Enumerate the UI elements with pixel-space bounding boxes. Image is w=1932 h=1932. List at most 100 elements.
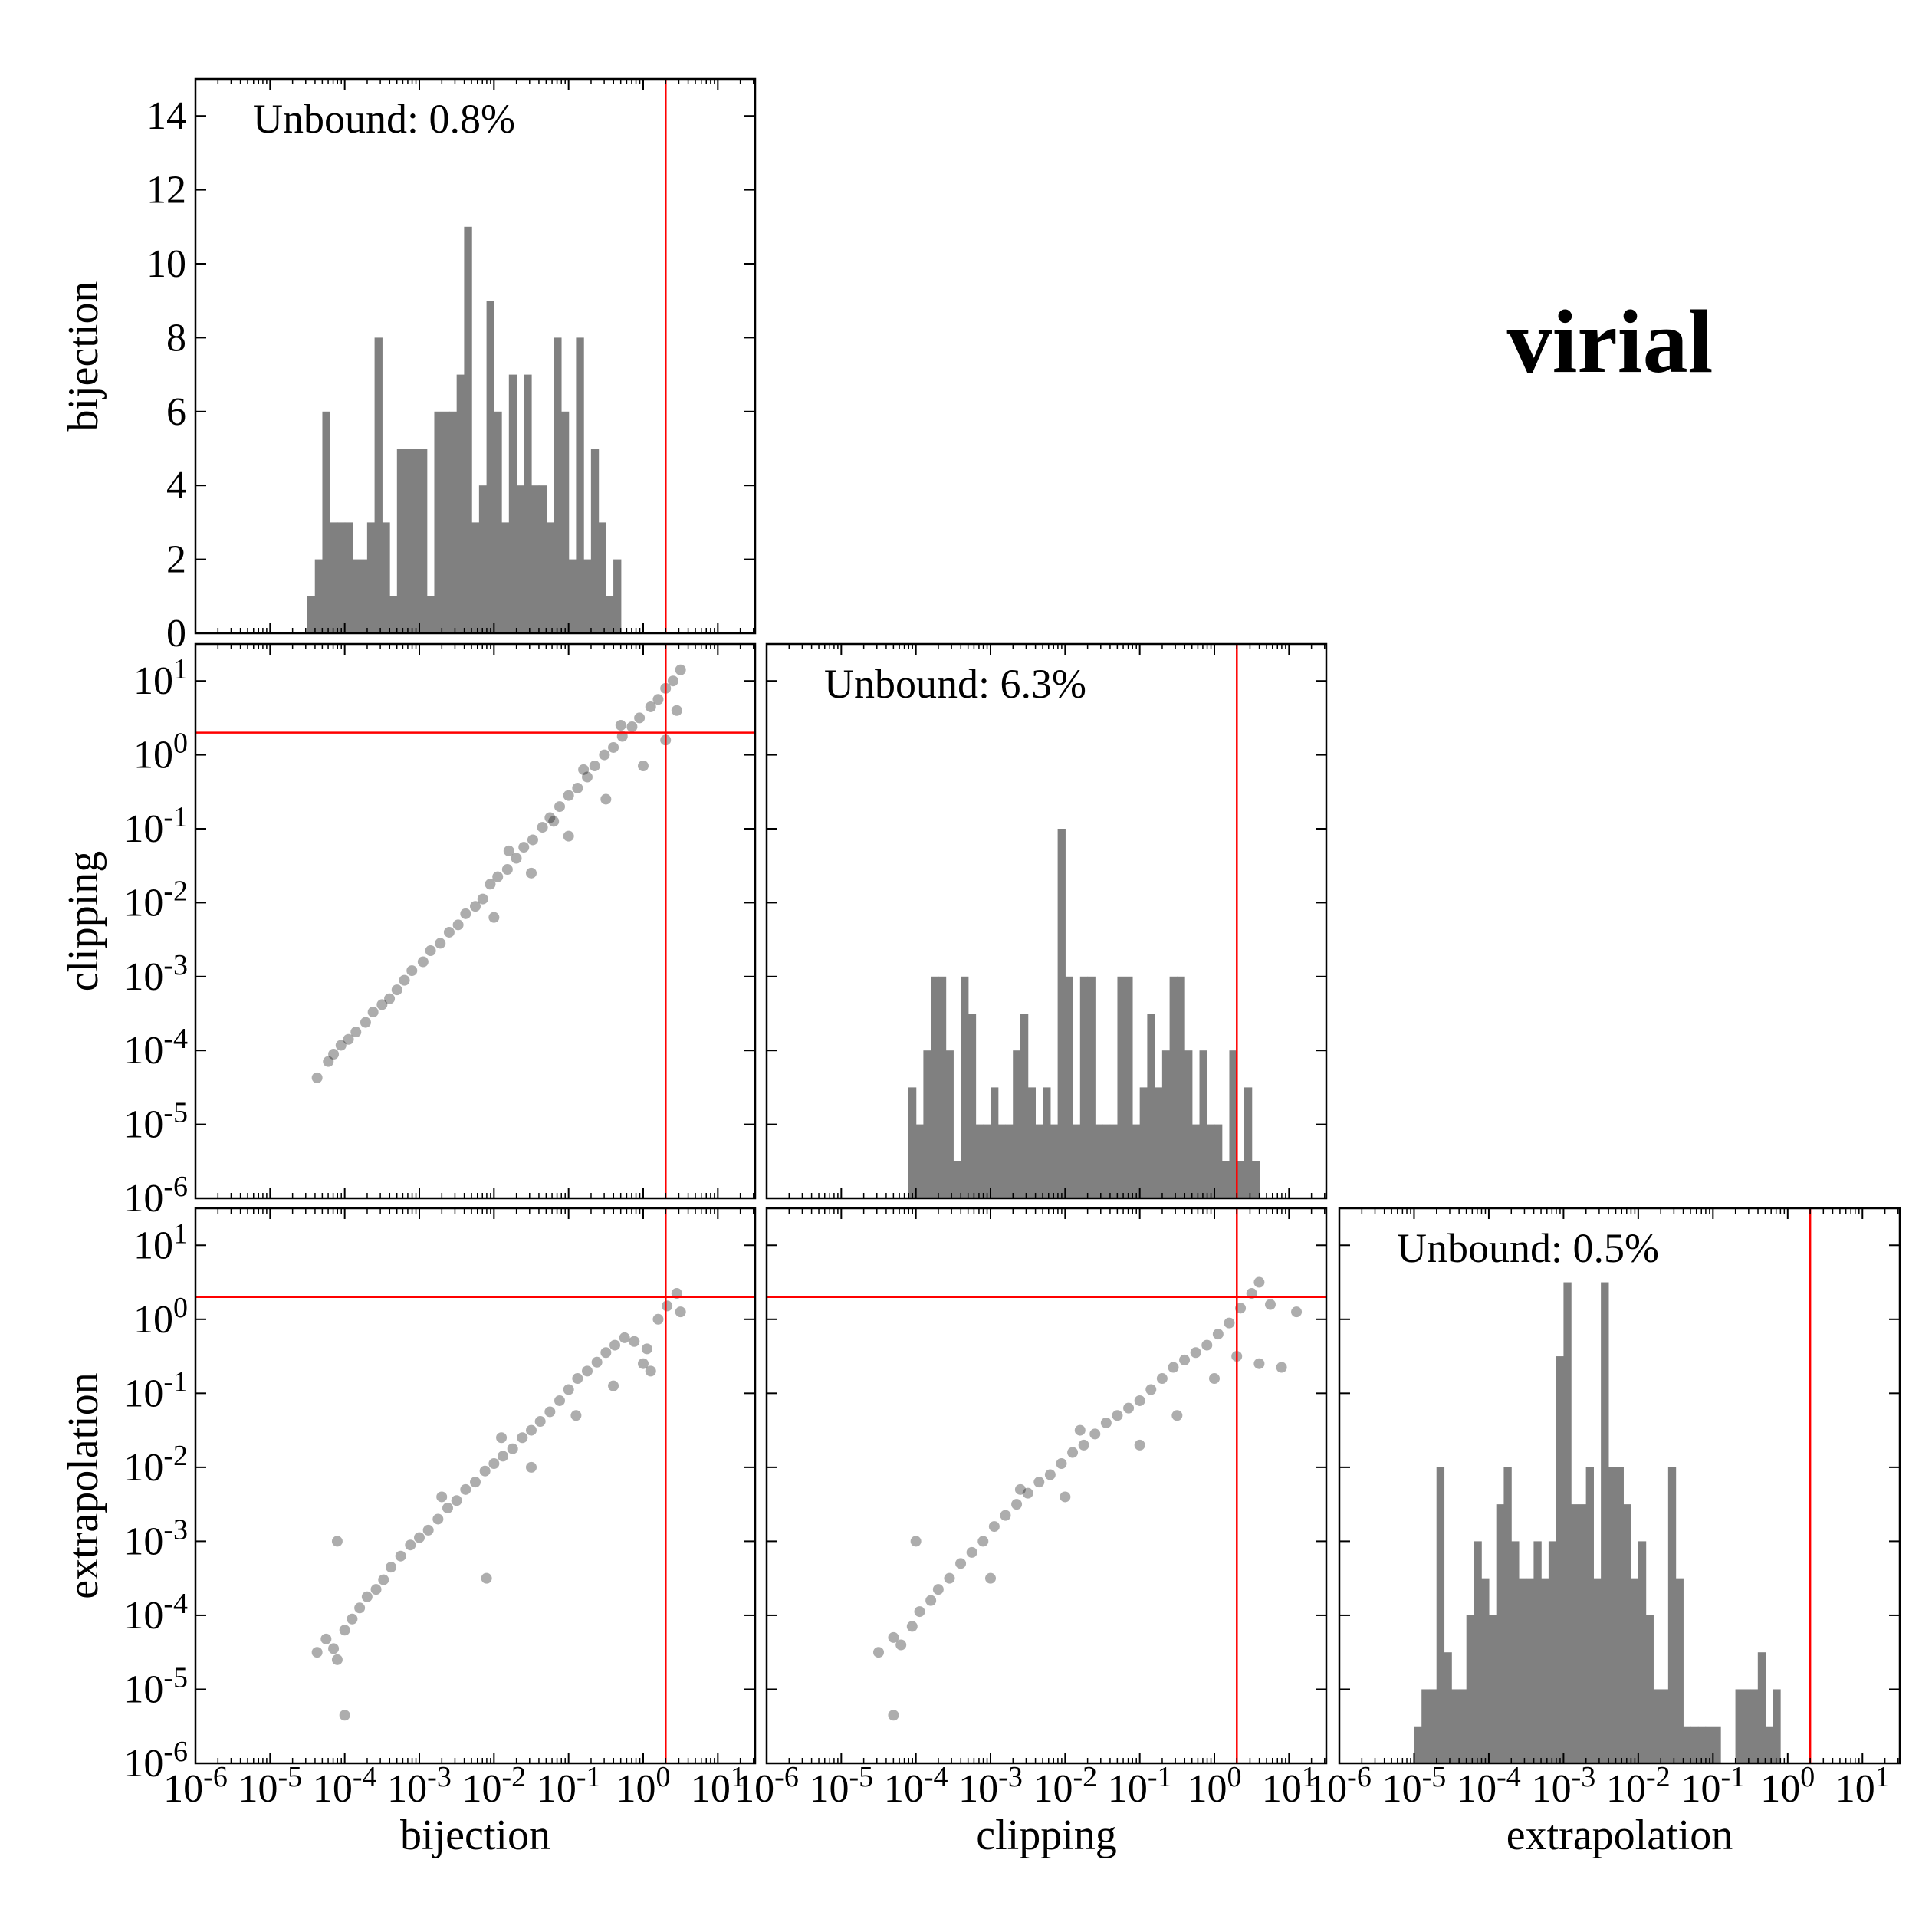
histogram-bar [1713, 1726, 1721, 1763]
plot-area [908, 644, 1260, 1198]
histogram-bar [1548, 1541, 1557, 1763]
scatter-point [518, 842, 530, 853]
histogram-bar [404, 449, 412, 633]
histogram-bar [560, 411, 570, 633]
unbound-annotation: Unbound: 6.3% [824, 661, 1086, 707]
scatter-point [675, 1306, 686, 1318]
histogram-bar [1661, 1689, 1669, 1763]
histogram-bar [1623, 1504, 1631, 1763]
scatter-point [479, 1465, 491, 1477]
histogram-bar [1645, 1615, 1654, 1763]
unbound-annotation: Unbound: 0.5% [1397, 1225, 1659, 1271]
scatter-point [376, 999, 388, 1010]
y-tick-label: 10 [146, 242, 186, 286]
scatter-point [432, 1513, 444, 1525]
scatter-point [1033, 1477, 1045, 1488]
histogram-bar [1743, 1689, 1751, 1763]
scatter-point [417, 956, 429, 968]
histogram-bar [1488, 1615, 1497, 1763]
scatter-point [507, 1443, 518, 1454]
scatter-point [966, 1546, 978, 1558]
histogram-bar [1013, 1050, 1021, 1198]
scatter-point [526, 1461, 537, 1473]
histogram-bar [1177, 976, 1185, 1198]
scatter-point [925, 1595, 937, 1606]
scatter-point [460, 1484, 472, 1495]
x-tick-label: 10-4 [313, 1761, 377, 1811]
histogram-bar [1653, 1689, 1661, 1763]
scatter-point [914, 1606, 925, 1618]
histogram-bar [1229, 1050, 1237, 1198]
panel-clipping-vs-bijection: 10-6 10-5 10-4 10-3 10-2 10-1 100 101 clipping [60, 642, 757, 1221]
scatter-point [563, 790, 574, 801]
histogram-bar [1132, 1124, 1141, 1198]
scatter-point [511, 853, 522, 864]
scatter-point [600, 794, 612, 805]
histogram-bar [426, 596, 435, 633]
histogram-bar [322, 411, 330, 633]
scatter-point [873, 1647, 884, 1658]
histogram-bar [983, 1124, 991, 1198]
panel-bijection-histogram: Unbound: 0.8% 0 2 4 6 8 10 12 14 bijection [60, 77, 757, 656]
scatter-point [481, 1572, 492, 1584]
histogram-bar [449, 411, 458, 633]
histogram-bar [931, 976, 939, 1198]
scatter-point [1044, 1469, 1056, 1480]
scatter-point [1156, 1373, 1168, 1385]
y-tick-label: 8 [166, 316, 186, 360]
scatter-point [537, 822, 548, 833]
histogram-bar [1079, 976, 1089, 1198]
histogram-bar [1073, 1124, 1081, 1198]
scatter-point [1179, 1354, 1191, 1365]
histogram-bar [1691, 1726, 1699, 1763]
histogram-bar [1608, 1467, 1617, 1763]
scatter-point [501, 864, 513, 876]
scatter-point [1100, 1417, 1112, 1428]
histogram-bar [1458, 1689, 1467, 1763]
scatter-point [662, 1300, 673, 1312]
histogram-bar [1244, 1087, 1253, 1198]
scatter-point [608, 741, 619, 753]
scatter-point [422, 1524, 434, 1536]
scatter-point [517, 1432, 528, 1444]
panel-frame [194, 642, 757, 1200]
scatter-point [339, 1710, 350, 1721]
histogram-bar [508, 374, 518, 633]
scatter-point [638, 1358, 649, 1369]
scatter-point [331, 1654, 343, 1665]
y-axis-label: bijection [60, 281, 107, 432]
scatter-point [395, 1550, 406, 1562]
scatter-point [1014, 1484, 1026, 1495]
histogram-bar [1436, 1467, 1445, 1763]
histogram-bar [1585, 1467, 1594, 1763]
histogram-bar [1571, 1504, 1579, 1763]
scatter-point [1112, 1410, 1123, 1421]
scatter-point [320, 1633, 332, 1644]
histogram-bar [1563, 1282, 1572, 1763]
histogram-bar [568, 559, 577, 633]
scatter-point [645, 1365, 656, 1377]
scatter-point [470, 901, 481, 912]
histogram-bar [501, 522, 510, 633]
scatter-point [1056, 1458, 1067, 1470]
histogram-bar [314, 559, 324, 633]
scatter-point [361, 1591, 373, 1602]
histogram-bar [953, 1161, 961, 1198]
histogram-bar [576, 337, 584, 633]
scatter-point [1067, 1447, 1079, 1458]
histogram-bar [590, 449, 600, 633]
histogram-bar [915, 1124, 924, 1198]
histogram-bar [1184, 1050, 1193, 1198]
histogram-bar [1578, 1504, 1587, 1763]
plot-area [1414, 1208, 1812, 1763]
panel-frame [194, 1207, 757, 1765]
panel-clipping-histogram: Unbound: 6.3% [765, 642, 1328, 1200]
scatter-point [477, 893, 488, 905]
panel-extrapolation-vs-clipping: 10-6 10-5 10-4 10-3 10-2 10-1 100 101 [734, 1207, 1328, 1811]
x-tick-label: 10-6 [163, 1761, 228, 1811]
histogram-bar [389, 596, 398, 633]
scatter-point [652, 694, 664, 705]
histogram-bar [1503, 1467, 1512, 1763]
scatter-point [544, 1406, 556, 1418]
histogram-bar [1444, 1652, 1452, 1763]
